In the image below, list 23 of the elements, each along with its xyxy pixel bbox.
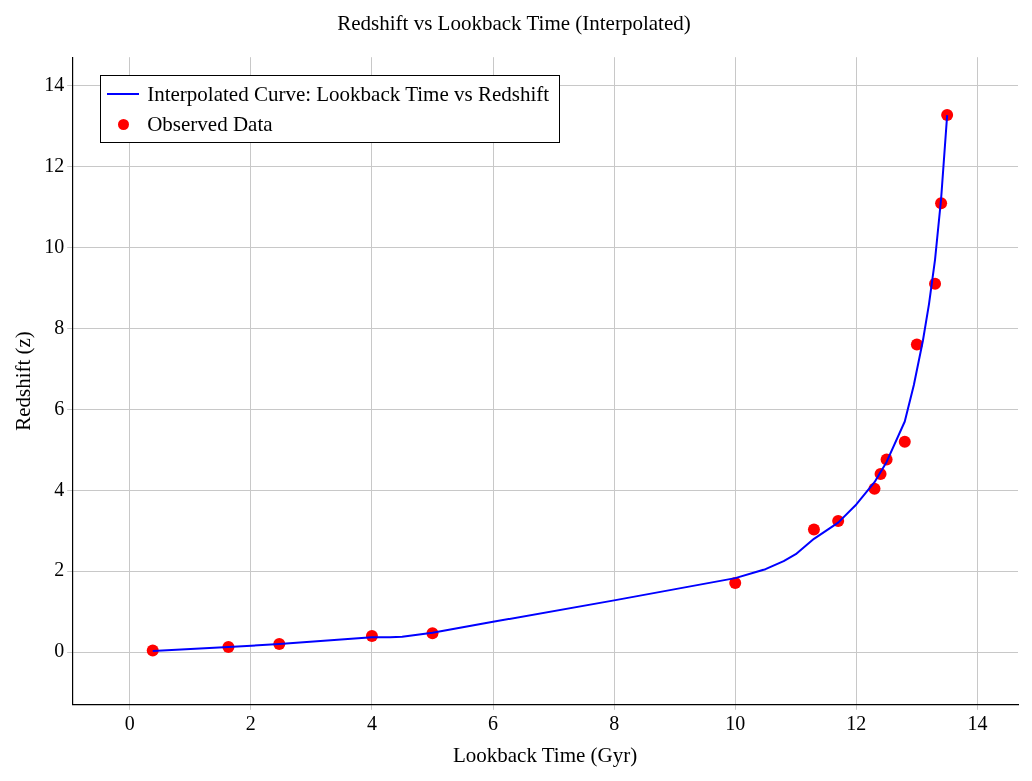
x-axis-title: Lookback Time (Gyr) [452,742,638,767]
y-tick-label: 4 [54,477,65,500]
legend-label: Interpolated Curve: Lookback Time vs Redshift [147,81,550,107]
x-tick-label: 0 [124,712,135,735]
chart-title: Redshift vs Lookback Time (Interpolated) [337,11,691,36]
x-tick-label: 4 [366,712,377,735]
x-tick-label: 10 [725,712,746,735]
x-tick-label: 6 [488,712,499,735]
y-axis-title: Redshift (z) [11,331,36,431]
y-tick-label: 12 [44,153,65,176]
y-tick-label: 6 [54,396,65,419]
x-tick-label: 12 [846,712,867,735]
y-tick-label: 2 [54,558,65,581]
point [898,435,911,448]
y-tick-label: 14 [44,72,65,95]
x-tick-label: 8 [609,712,620,735]
x-tick-label: 14 [967,712,988,735]
y-tick-label: 8 [54,315,65,338]
y-tick-label: 10 [44,234,65,257]
legend-label: Observed Data [147,111,273,137]
point [807,523,820,536]
x-tick-label: 2 [245,712,256,735]
y-tick-label: 0 [54,639,65,662]
